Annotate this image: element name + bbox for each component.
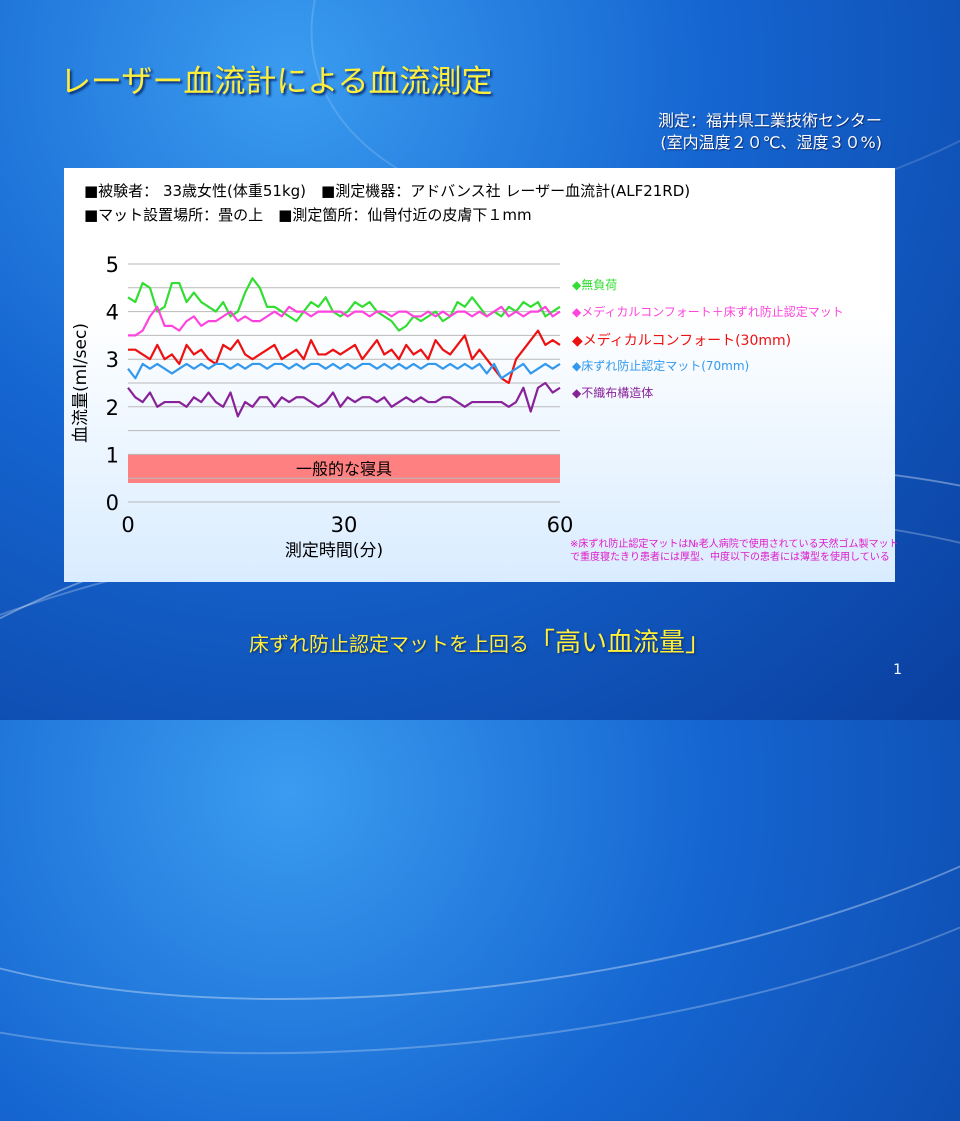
y-tick-label: 3	[106, 348, 119, 372]
legend-item: ◆メディカルコンフォート＋床ずれ防止認定マット	[572, 305, 844, 319]
x-tick-label: 60	[547, 513, 574, 537]
source-line-1: 測定：福井県工業技術センター	[657, 111, 882, 130]
series-line	[127, 362, 561, 380]
legend-item: ◆無負荷	[572, 278, 618, 292]
chart-panel: ■被験者： 33歳女性(体重51kg) ■測定機器：アドバンス社 レーザー血流計…	[64, 168, 898, 582]
y-tick-label: 1	[106, 443, 119, 467]
legend-item: ◆不織布構造体	[572, 386, 654, 400]
page-number: 1	[893, 662, 902, 678]
series-line	[128, 329, 561, 385]
tagline-prefix: 床ずれ防止認定マットを上回る	[248, 632, 529, 656]
tagline-emphasis: 「高い血流量」	[528, 628, 711, 658]
series-line	[128, 305, 561, 337]
subject-info: ■被験者： 33歳女性(体重51kg) ■測定機器：アドバンス社 レーザー血流計…	[84, 182, 691, 200]
legend-item: ◆メディカルコンフォート(30mm)	[572, 333, 792, 349]
y-axis-label: 血流量(ml/sec)	[71, 323, 91, 443]
x-tick-label: 30	[331, 513, 358, 537]
x-axis-label: 測定時間(分)	[285, 541, 383, 561]
slide-title: レーザー血流計による血流測定	[60, 64, 493, 100]
tagline: 床ずれ防止認定マットを上回る「高い血流量」	[0, 622, 960, 659]
x-tick-label: 0	[121, 513, 134, 537]
y-tick-label: 2	[106, 396, 119, 420]
y-tick-label: 0	[106, 491, 119, 515]
series-line	[127, 277, 561, 332]
series-line	[127, 381, 561, 418]
blood-flow-chart: 一般的な寝具 0 1 2 3 4 5 0 30 60 測定時間(分) 血流量(ml/sec)	[71, 253, 574, 561]
placement-info: ■マット設置場所：畳の上 ■測定箇所：仙骨付近の皮膚下１mm	[84, 206, 532, 224]
y-tick-label: 4	[106, 301, 119, 325]
measurement-source: 測定：福井県工業技術センター (室内温度２０℃、湿度３０%)	[658, 110, 882, 154]
y-tick-label: 5	[106, 253, 119, 277]
reference-band-label: 一般的な寝具	[296, 460, 392, 479]
source-line-2: (室内温度２０℃、湿度３０%)	[660, 133, 882, 152]
legend-item: ◆床ずれ防止認定マット(70mm)	[572, 359, 750, 373]
footnote: ※床ずれ防止認定マットは№老人病院で使用されている天然ゴム製マットで重度寝たきり…	[570, 539, 899, 563]
